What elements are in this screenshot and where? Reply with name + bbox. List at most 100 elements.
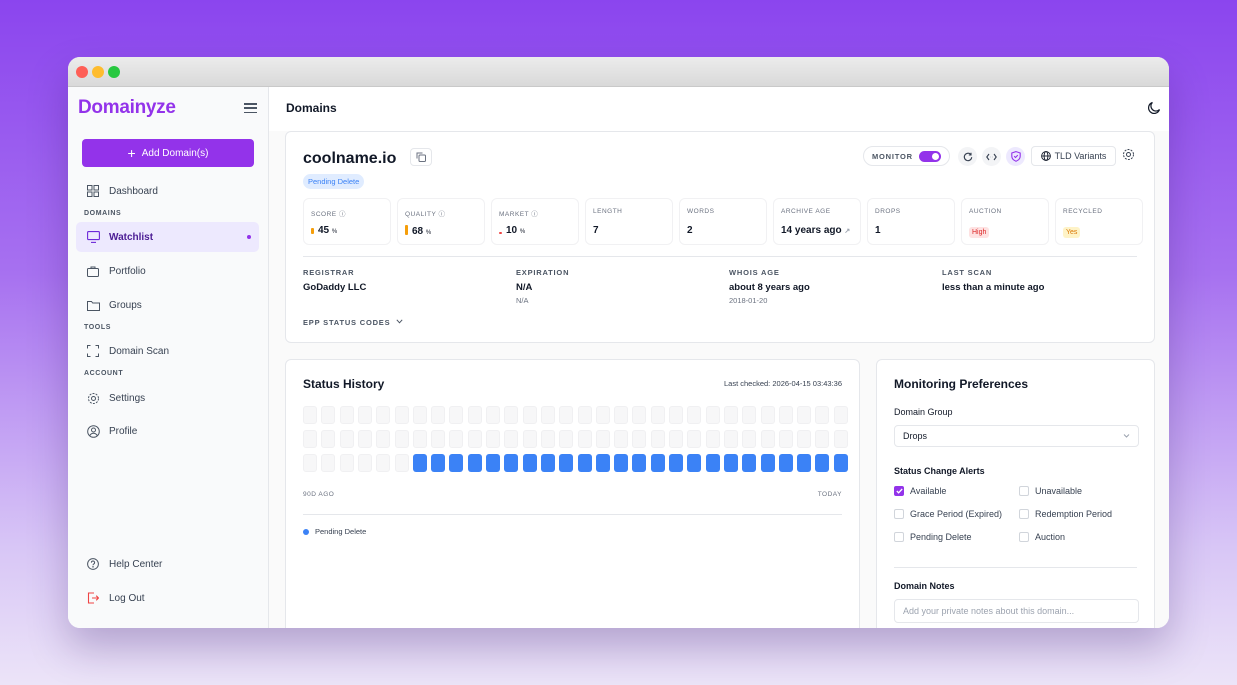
history-cell-pending-delete[interactable] [504, 454, 519, 472]
history-cell-empty[interactable] [669, 430, 683, 448]
history-cell-pending-delete[interactable] [778, 454, 793, 472]
sidebar-item-watchlist[interactable]: Watchlist [76, 222, 259, 252]
history-cell-empty[interactable] [303, 406, 317, 424]
history-cell-empty[interactable] [778, 430, 793, 448]
history-cell-empty[interactable] [394, 406, 409, 424]
history-cell-empty[interactable] [449, 430, 464, 448]
history-cell-pending-delete[interactable] [614, 454, 629, 472]
history-cell-pending-delete[interactable] [742, 454, 757, 472]
alert-auction[interactable]: Auction [1019, 532, 1065, 542]
history-cell-empty[interactable] [815, 406, 830, 424]
history-cell-empty[interactable] [376, 406, 391, 424]
toggle-switch[interactable] [919, 151, 941, 162]
checkbox[interactable] [894, 509, 904, 519]
history-cell-empty[interactable] [339, 454, 354, 472]
history-cell-pending-delete[interactable] [650, 454, 665, 472]
history-cell-empty[interactable] [577, 430, 592, 448]
history-cell-empty[interactable] [394, 454, 409, 472]
alert-pending-delete[interactable]: Pending Delete [894, 532, 972, 542]
sidebar-item-domain-scan[interactable]: Domain Scan [76, 336, 259, 366]
checkbox[interactable] [1019, 532, 1029, 542]
checkbox[interactable] [1019, 486, 1029, 496]
history-cell-pending-delete[interactable] [522, 454, 537, 472]
history-cell-pending-delete[interactable] [467, 454, 482, 472]
history-cell-pending-delete[interactable] [815, 454, 830, 472]
alert-unavailable[interactable]: Unavailable [1019, 486, 1082, 496]
history-cell-empty[interactable] [723, 406, 738, 424]
history-cell-empty[interactable] [339, 406, 354, 424]
history-cell-empty[interactable] [577, 406, 592, 424]
sidebar-item-portfolio[interactable]: Portfolio [76, 256, 259, 286]
domain-group-select[interactable]: Drops [894, 425, 1139, 447]
history-cell-empty[interactable] [595, 430, 610, 448]
epp-status-toggle[interactable]: EPP STATUS CODES [303, 318, 403, 327]
history-cell-empty[interactable] [357, 406, 372, 424]
code-button[interactable] [982, 147, 1001, 166]
history-cell-pending-delete[interactable] [540, 454, 555, 472]
alert-redemption-period[interactable]: Redemption Period [1019, 509, 1112, 519]
history-cell-empty[interactable] [467, 406, 482, 424]
alert-grace-period[interactable]: Grace Period (Expired) [894, 509, 1002, 519]
history-cell-empty[interactable] [376, 454, 391, 472]
history-cell-empty[interactable] [632, 406, 647, 424]
history-cell-empty[interactable] [687, 430, 702, 448]
history-cell-empty[interactable] [833, 430, 848, 448]
history-cell-empty[interactable] [339, 430, 354, 448]
history-cell-empty[interactable] [742, 406, 757, 424]
info-icon[interactable]: ⓘ [438, 211, 446, 218]
history-cell-pending-delete[interactable] [632, 454, 647, 472]
history-cell-empty[interactable] [357, 454, 372, 472]
history-cell-empty[interactable] [357, 430, 372, 448]
brand-logo[interactable]: Domainyze [78, 97, 176, 118]
minimize-window-button[interactable] [92, 66, 104, 78]
history-cell-empty[interactable] [687, 406, 702, 424]
history-cell-empty[interactable] [705, 406, 720, 424]
history-cell-empty[interactable] [797, 430, 812, 448]
history-cell-empty[interactable] [504, 406, 519, 424]
history-cell-empty[interactable] [723, 430, 738, 448]
history-cell-empty[interactable] [522, 430, 537, 448]
history-cell-pending-delete[interactable] [412, 454, 427, 472]
sidebar-item-settings[interactable]: Settings [76, 383, 259, 413]
history-cell-empty[interactable] [321, 454, 336, 472]
history-cell-pending-delete[interactable] [669, 454, 683, 472]
history-cell-empty[interactable] [486, 406, 500, 424]
close-window-button[interactable] [76, 66, 88, 78]
dark-mode-toggle[interactable] [1147, 101, 1161, 115]
domain-notes-input[interactable]: Add your private notes about this domain… [894, 599, 1139, 623]
history-cell-empty[interactable] [467, 430, 482, 448]
history-cell-pending-delete[interactable] [486, 454, 500, 472]
history-cell-empty[interactable] [412, 406, 427, 424]
checkbox[interactable] [894, 486, 904, 496]
history-cell-empty[interactable] [614, 406, 629, 424]
history-cell-empty[interactable] [650, 430, 665, 448]
sidebar-item-dashboard[interactable]: Dashboard [76, 176, 259, 206]
sidebar-item-help-center[interactable]: Help Center [76, 549, 259, 579]
protect-button[interactable] [1006, 147, 1025, 166]
history-cell-pending-delete[interactable] [577, 454, 592, 472]
history-cell-empty[interactable] [394, 430, 409, 448]
menu-icon[interactable] [244, 103, 257, 114]
history-cell-empty[interactable] [650, 406, 665, 424]
sidebar-item-profile[interactable]: Profile [76, 416, 259, 446]
history-cell-empty[interactable] [760, 430, 775, 448]
add-domain-button[interactable]: + Add Domain(s) [82, 139, 254, 167]
history-cell-pending-delete[interactable] [687, 454, 702, 472]
history-cell-empty[interactable] [431, 430, 446, 448]
history-cell-pending-delete[interactable] [449, 454, 464, 472]
history-cell-empty[interactable] [321, 430, 336, 448]
history-cell-empty[interactable] [376, 430, 391, 448]
history-cell-empty[interactable] [321, 406, 336, 424]
info-icon[interactable]: ⓘ [338, 211, 346, 218]
history-cell-empty[interactable] [760, 406, 775, 424]
history-cell-empty[interactable] [412, 430, 427, 448]
history-cell-empty[interactable] [595, 406, 610, 424]
history-cell-empty[interactable] [522, 406, 537, 424]
history-cell-empty[interactable] [303, 430, 317, 448]
history-cell-empty[interactable] [742, 430, 757, 448]
history-cell-pending-delete[interactable] [797, 454, 812, 472]
monitor-toggle[interactable]: MONITOR [863, 146, 950, 166]
history-cell-pending-delete[interactable] [760, 454, 775, 472]
alert-available[interactable]: Available [894, 486, 946, 496]
history-cell-empty[interactable] [778, 406, 793, 424]
